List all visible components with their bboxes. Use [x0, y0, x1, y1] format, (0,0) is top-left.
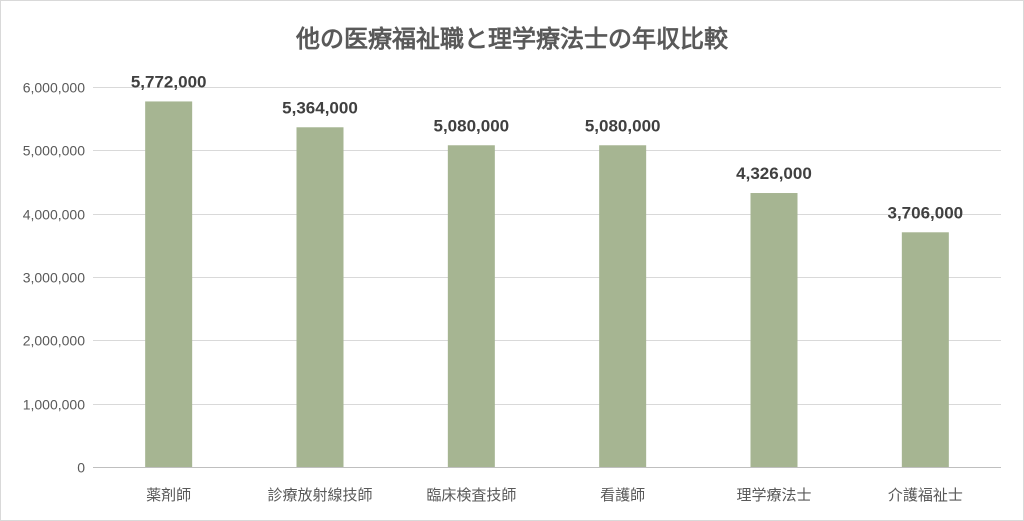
y-tick-label: 0 [77, 460, 85, 476]
x-category-label: 薬剤師 [146, 486, 191, 504]
y-axis-tick-labels: 0 1,000,000 2,000,000 3,000,000 4,000,000 5,0… [23, 80, 86, 476]
data-label: 5,080,000 [434, 116, 510, 135]
bar [750, 193, 798, 467]
data-labels: 5,772,000 5,364,000 5,080,000 5,080,000 4,32… [131, 72, 963, 222]
gridlines [93, 87, 1001, 468]
bars [145, 101, 949, 467]
x-category-label: 臨床検査技師 [426, 486, 516, 504]
data-label: 4,326,000 [736, 164, 812, 183]
x-category-label: 理学療法士 [736, 486, 811, 504]
chart-title: 他の医療福祉職と理学療法士の年収比較 [295, 25, 729, 53]
x-category-label: 介護福祉士 [888, 486, 963, 504]
bar [599, 145, 647, 467]
x-category-label: 診療放射線技師 [267, 486, 372, 504]
y-tick-label: 6,000,000 [23, 80, 85, 96]
y-tick-label: 5,000,000 [23, 143, 85, 159]
data-label: 5,364,000 [282, 98, 358, 117]
bar [447, 145, 495, 467]
data-label: 5,772,000 [131, 72, 207, 91]
bar [901, 232, 949, 467]
x-axis-category-labels: 薬剤師 診療放射線技師 臨床検査技師 看護師 理学療法士 介護福祉士 [146, 486, 963, 504]
y-tick-label: 4,000,000 [23, 207, 85, 223]
y-tick-label: 2,000,000 [23, 333, 85, 349]
data-label: 5,080,000 [585, 116, 661, 135]
x-category-label: 看護師 [600, 486, 645, 504]
bar [145, 101, 193, 467]
y-tick-label: 3,000,000 [23, 270, 85, 286]
data-label: 3,706,000 [888, 203, 964, 222]
y-tick-label: 1,000,000 [23, 397, 85, 413]
bar [296, 127, 344, 467]
